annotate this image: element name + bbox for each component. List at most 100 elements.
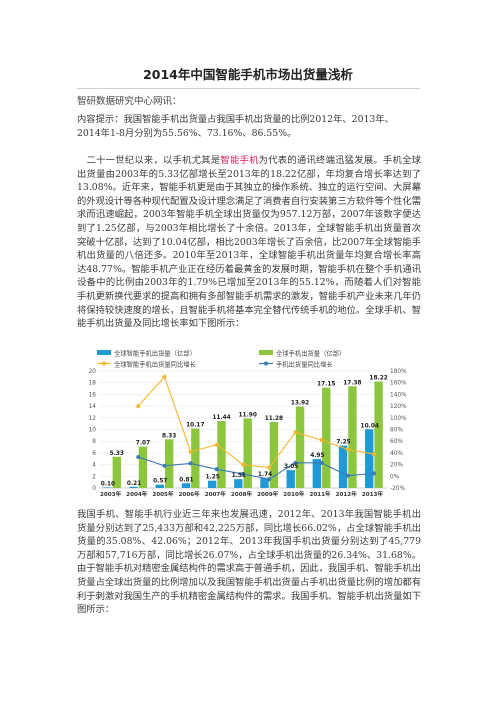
bar-mobile-shipments (322, 387, 331, 488)
x-tick-label: 2009年 (257, 490, 279, 498)
bar-smartphone-shipments (181, 483, 191, 488)
mobile-growth-marker (241, 471, 245, 476)
bar-smartphone-shipments (338, 445, 348, 488)
title-divider (77, 88, 420, 89)
summary-paragraph: 内容提示：我国智能手机出货量占我国手机出货量的比例2012年、2013年、 20… (77, 113, 421, 140)
data-label-mobile: 5.33 (110, 451, 124, 457)
data-label-smartphone: 0.10 (101, 481, 115, 487)
data-label-mobile: 7.07 (136, 441, 150, 447)
p2-text: 我国手机、智能手机行业近三年来也发展迅速，2012年、2013年我国智能手机出货… (77, 509, 421, 616)
bar-mobile-shipments (374, 381, 383, 488)
data-label-mobile: 11.28 (265, 416, 283, 422)
y-left-tick-label: 0 (92, 486, 96, 492)
y-right-tick-label: 160% (390, 381, 407, 387)
y-left-tick-label: 12 (89, 416, 97, 422)
bar-smartphone-shipments (260, 477, 269, 488)
data-label-mobile: 11.90 (239, 412, 257, 418)
mobile-growth-marker (136, 454, 141, 459)
data-label-smartphone: 0.81 (179, 477, 193, 483)
bar-mobile-shipments (348, 386, 357, 488)
bar-mobile-shipments (112, 456, 121, 488)
x-tick-label: 2003年 (100, 490, 122, 498)
bar-mobile-shipments (295, 406, 305, 488)
y-right-tick-label: 100% (390, 416, 407, 422)
bar-smartphone-shipments (365, 429, 374, 488)
source-line: 智研数据研究中心网讯： (77, 96, 182, 107)
bar-mobile-shipments (164, 439, 174, 488)
data-label-mobile: 8.33 (162, 433, 176, 439)
legend-swatch (259, 350, 273, 355)
mobile-growth-marker (214, 467, 219, 472)
bar-mobile-shipments (191, 428, 200, 488)
x-tick-label: 2008年 (231, 490, 253, 498)
data-label-mobile: 11.44 (212, 415, 230, 421)
y-left-tick-label: 6 (92, 451, 96, 457)
x-tick-label: 2004年 (126, 490, 148, 498)
x-tick-label: 2007年 (205, 490, 227, 498)
page-title: 2014年中国智能手机市场出货量浅析 (143, 67, 353, 82)
smartphone-growth-marker (162, 374, 167, 379)
mobile-growth-marker (267, 477, 272, 482)
bar-smartphone-shipments (286, 470, 295, 488)
mobile-growth-marker (319, 460, 324, 465)
mobile-growth-marker (188, 461, 193, 466)
bar-smartphone-shipments (312, 459, 322, 488)
y-left-tick-label: 14 (89, 404, 97, 410)
legend-swatch (97, 350, 111, 355)
bar-mobile-shipments (217, 421, 226, 488)
smartphone-growth-marker (293, 430, 298, 435)
bar-mobile-shipments (138, 446, 148, 488)
data-label-smartphone: 1.25 (205, 475, 219, 481)
legend-label: 全球手机出货量（亿部） (276, 349, 345, 358)
data-label-smartphone: 3.05 (284, 464, 298, 470)
data-label-smartphone: 7.25 (336, 440, 350, 446)
shipment-chart: 全球智能手机出货量（亿部） 全球手机出货量（亿部） 全球智能手机出货量同比增长 手机出… (77, 345, 421, 500)
y-right-tick-label: 80% (390, 428, 403, 434)
mobile-growth-marker (371, 471, 376, 476)
bar-mobile-shipments (269, 422, 279, 488)
data-label-mobile: 17.38 (343, 380, 361, 386)
smartphone-growth-marker (345, 447, 350, 452)
x-tick-label: 2011年 (309, 490, 331, 498)
summary-line-1: 内容提示：我国智能手机出货量占我国手机出货量的比例2012年、2013年、 (77, 114, 394, 125)
data-label-mobile: 18.22 (369, 375, 387, 381)
smartphone-growth-marker (188, 449, 193, 454)
data-label-mobile: 13.92 (291, 401, 309, 407)
x-tick-label: 2010年 (283, 490, 305, 498)
y-left-tick-label: 8 (92, 439, 96, 445)
smartphone-link[interactable]: 智能手机 (220, 155, 259, 166)
series-line (137, 375, 375, 469)
data-label-smartphone: 0.21 (127, 481, 141, 487)
legend-marker (264, 361, 268, 366)
y-left-tick-label: 16 (89, 392, 97, 398)
y-right-tick-label: 140% (390, 392, 407, 398)
bar-smartphone-shipments (155, 484, 164, 488)
data-label-smartphone: 1.74 (258, 472, 272, 478)
data-label-mobile: 10.17 (186, 423, 204, 429)
mobile-growth-marker (345, 473, 350, 478)
y-left-tick-label: 18 (89, 381, 97, 387)
bar-mobile-shipments (243, 418, 252, 488)
legend-marker (102, 361, 106, 366)
y-right-tick-label: 180% (390, 369, 407, 375)
smartphone-growth-marker (214, 442, 219, 447)
x-tick-label: 2012年 (336, 490, 358, 498)
bar-smartphone-shipments (103, 487, 112, 488)
chart-svg: 全球智能手机出货量（亿部） 全球手机出货量（亿部） 全球智能手机出货量同比增长 手机出… (89, 349, 407, 499)
bar-smartphone-shipments (207, 480, 217, 488)
y-right-tick-label: 60% (390, 439, 403, 445)
smartphone-growth-marker (136, 404, 141, 409)
x-tick-label: 2005年 (152, 490, 174, 498)
legend-label: 全球智能手机出货量（亿部） (114, 349, 196, 358)
y-right-tick-label: 20% (390, 463, 403, 469)
mobile-growth-marker (162, 463, 167, 468)
bar-smartphone-shipments (129, 486, 138, 488)
y-right-tick-label: 120% (390, 404, 407, 410)
summary-line-2: 2014年1-8月分别为55.56%、73.16%、86.55%。 (77, 127, 297, 139)
x-tick-label: 2006年 (179, 490, 201, 498)
smartphone-growth-marker (319, 438, 324, 443)
data-label-smartphone: 0.57 (153, 479, 167, 485)
y-left-tick-label: 4 (92, 463, 96, 469)
data-label-smartphone: 1.51 (232, 473, 246, 479)
